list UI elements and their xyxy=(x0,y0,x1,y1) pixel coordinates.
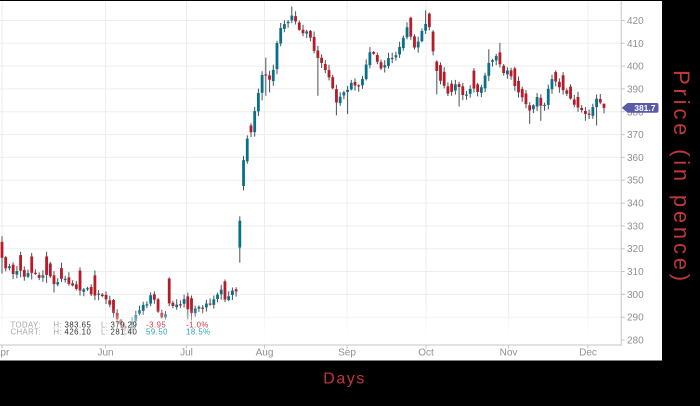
svg-text:59.50: 59.50 xyxy=(146,328,168,337)
svg-text:390: 390 xyxy=(627,84,644,95)
svg-text:TODAY:: TODAY: xyxy=(11,320,41,329)
svg-text:18.5%: 18.5% xyxy=(186,328,211,337)
svg-text:Apr: Apr xyxy=(0,348,10,359)
svg-text:300: 300 xyxy=(627,290,644,301)
svg-text:310: 310 xyxy=(627,267,644,278)
svg-text:381.7: 381.7 xyxy=(634,103,656,113)
svg-text:L:: L: xyxy=(101,328,108,337)
svg-text:-1.0%: -1.0% xyxy=(186,320,209,329)
svg-text:Jun: Jun xyxy=(97,348,113,359)
svg-text:Price (in pence): Price (in pence) xyxy=(669,70,694,285)
svg-text:400: 400 xyxy=(627,62,644,73)
svg-text:Aug: Aug xyxy=(256,348,274,359)
svg-text:320: 320 xyxy=(627,244,644,255)
svg-text:370: 370 xyxy=(627,130,644,141)
svg-text:CHART:: CHART: xyxy=(11,328,41,337)
svg-text:380: 380 xyxy=(627,107,644,118)
svg-text:L:: L: xyxy=(101,320,108,329)
svg-text:360: 360 xyxy=(627,153,644,164)
svg-text:410: 410 xyxy=(627,39,644,50)
svg-text:383.65: 383.65 xyxy=(65,320,92,329)
svg-text:H:: H: xyxy=(54,320,63,329)
svg-text:Nov: Nov xyxy=(500,348,518,359)
svg-text:Jul: Jul xyxy=(180,348,193,359)
svg-text:Days: Days xyxy=(323,371,365,388)
svg-text:Oct: Oct xyxy=(418,348,434,359)
svg-text:330: 330 xyxy=(627,221,644,232)
svg-text:290: 290 xyxy=(627,313,644,324)
svg-text:H:: H: xyxy=(54,328,63,337)
svg-text:-3.95: -3.95 xyxy=(146,320,166,329)
svg-text:Sep: Sep xyxy=(338,348,356,359)
svg-text:350: 350 xyxy=(627,176,644,187)
svg-text:Dec: Dec xyxy=(579,348,597,359)
svg-text:340: 340 xyxy=(627,199,644,210)
svg-text:281.40: 281.40 xyxy=(111,328,138,337)
svg-text:280: 280 xyxy=(627,336,644,347)
svg-text:420: 420 xyxy=(627,16,644,27)
svg-text:426.10: 426.10 xyxy=(65,328,92,337)
svg-text:379.29: 379.29 xyxy=(111,320,138,329)
